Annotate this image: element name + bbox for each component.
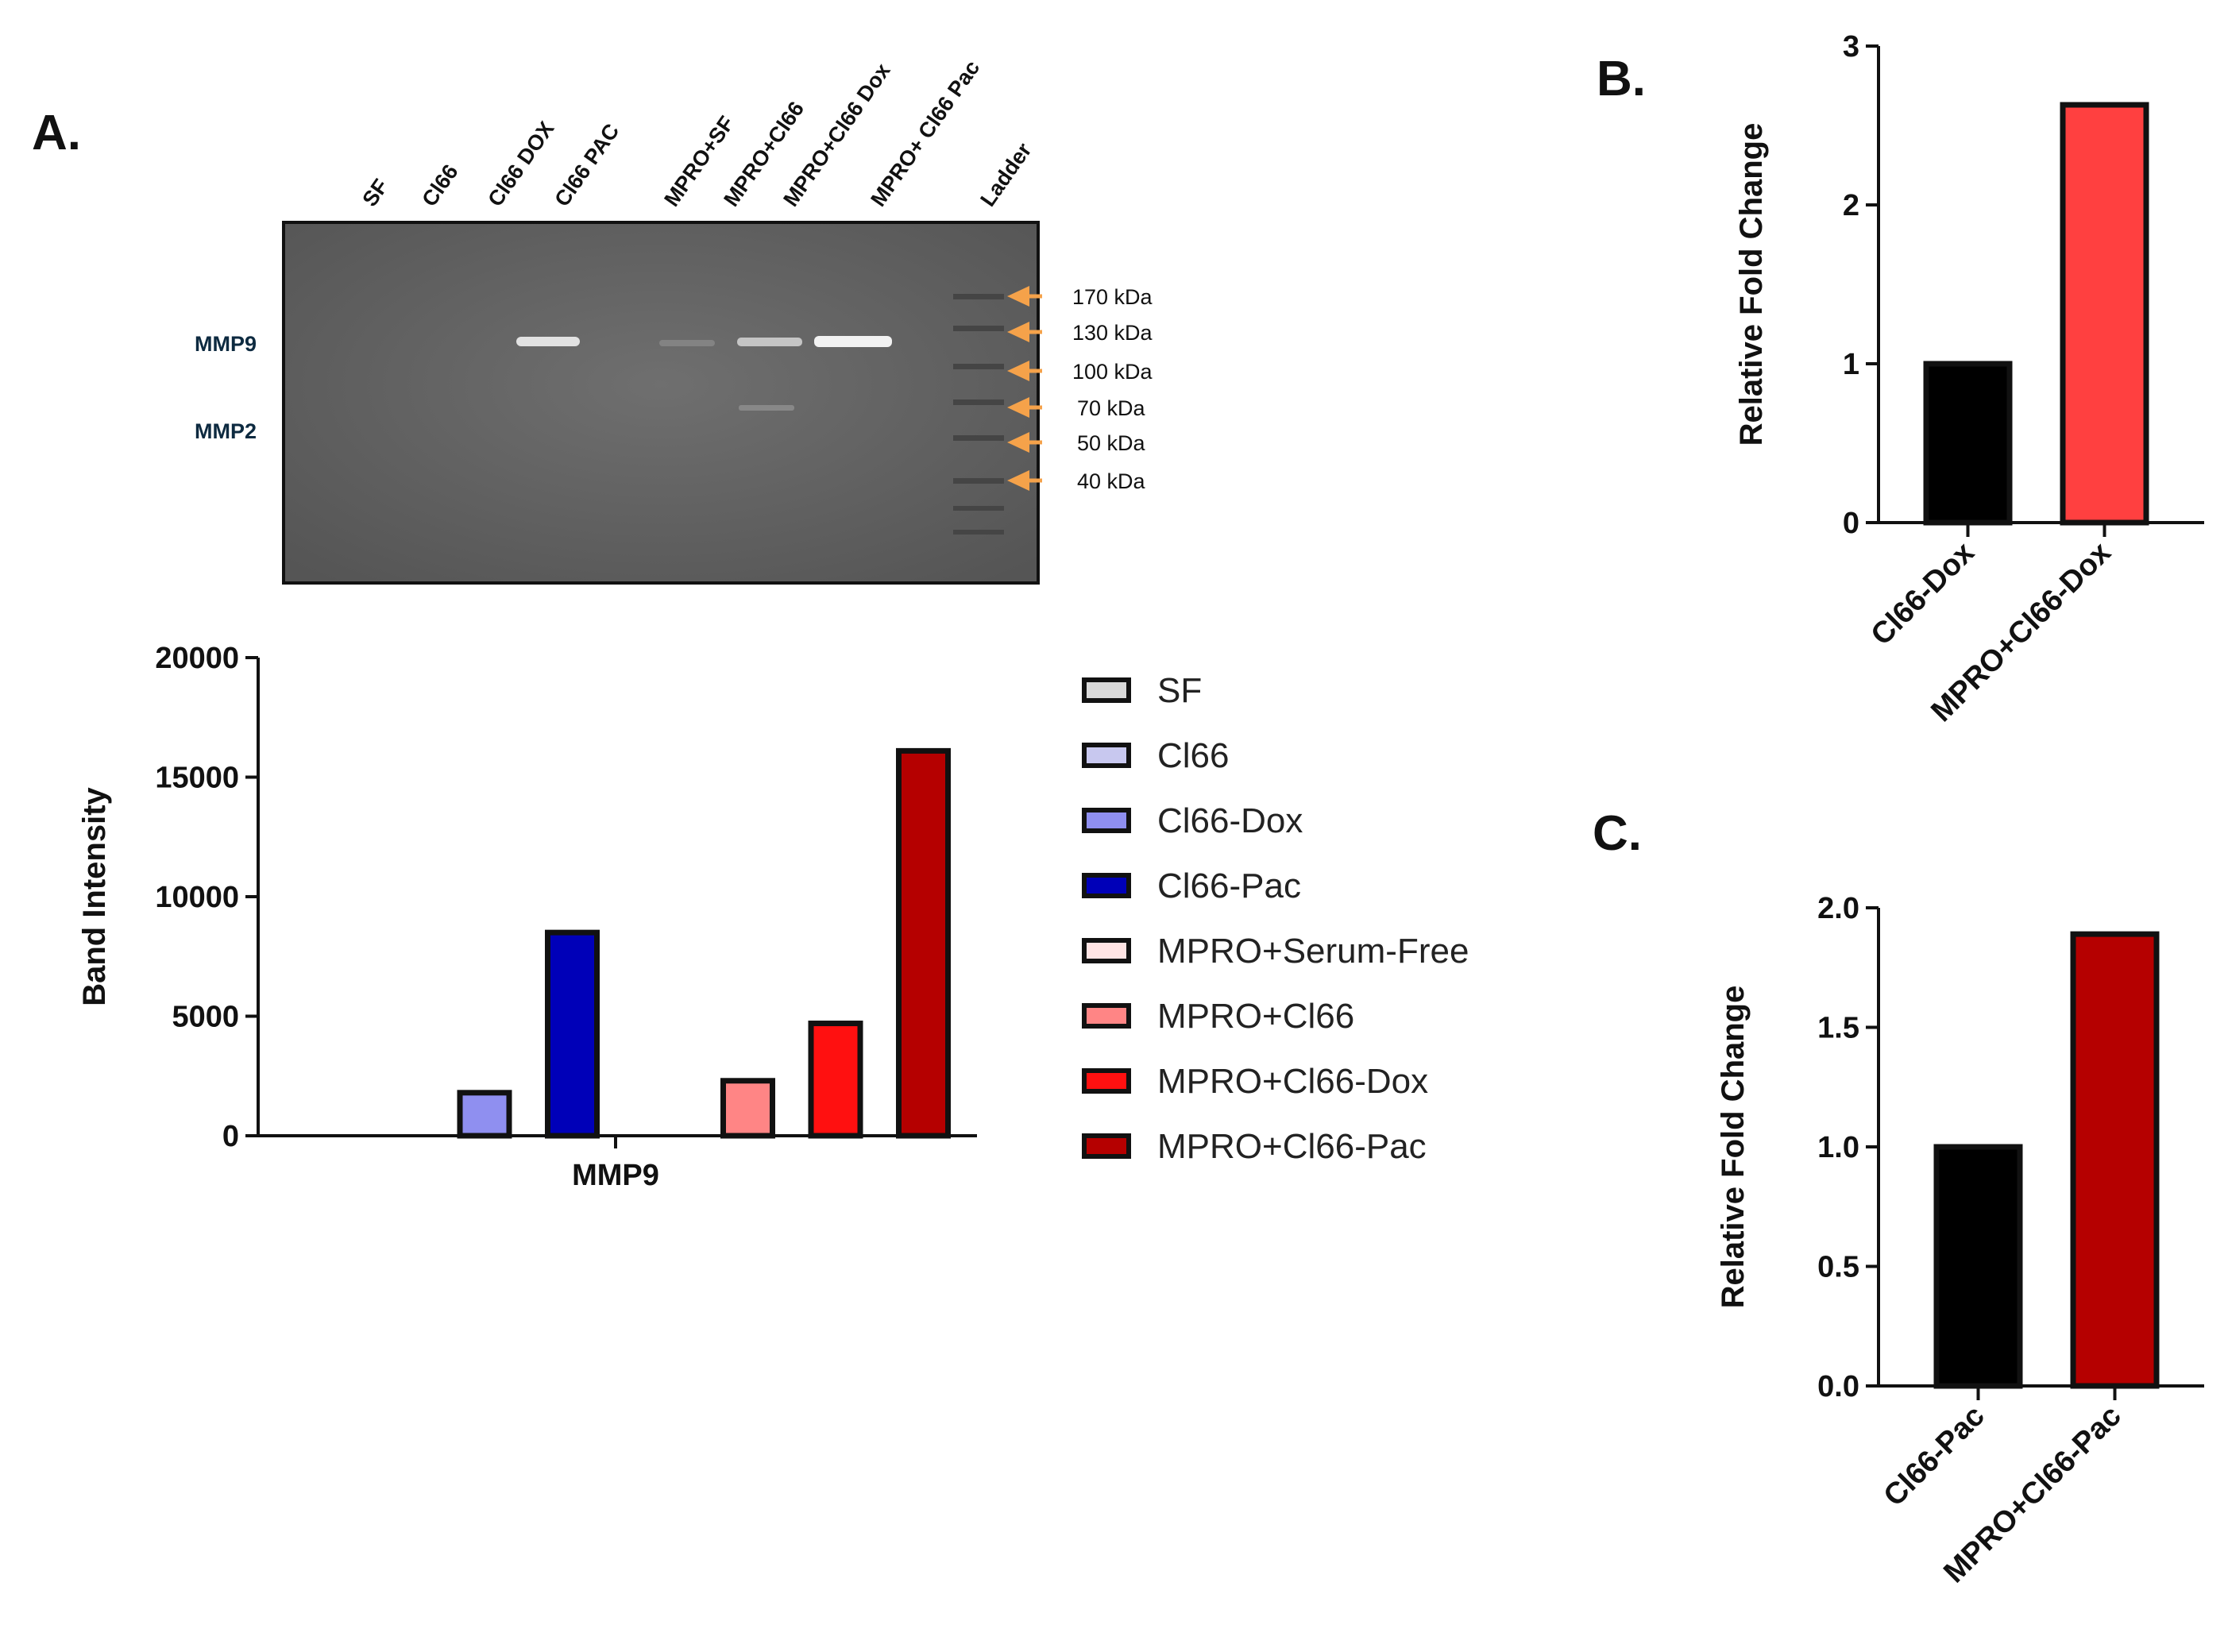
legend-swatch (1082, 677, 1131, 703)
chart-b-y-title: Relative Fold Change (1734, 123, 1769, 446)
legend-swatch (1082, 938, 1131, 963)
chart-c-y-tick-label: 1.5 (1817, 1012, 1859, 1045)
chart-a-bar (457, 1090, 512, 1139)
gel-background (282, 221, 1040, 585)
gel-lane-label: Cl66 DOX (483, 117, 558, 210)
chart-a-bar (545, 929, 600, 1139)
legend-swatch (1082, 873, 1131, 898)
chart-c-y-title: Relative Fold Change (1716, 986, 1751, 1309)
marker-label: 100 kDa (1072, 360, 1153, 384)
marker-label: 50 kDa (1077, 431, 1146, 455)
legend-label: MPRO+Cl66-Dox (1157, 1062, 1428, 1101)
chart-a-y-tick-label: 15000 (155, 762, 239, 795)
chart-a-bar (720, 1078, 775, 1139)
gel-band-mmp9-mpro-cl66-dox (814, 336, 892, 347)
marker-arrow-head (1007, 470, 1029, 491)
band-label-mmp2: MMP2 (195, 419, 257, 443)
gel-band-mmp9-mpro-sf (659, 340, 715, 346)
legend-label: MPRO+Serum-Free (1157, 932, 1469, 971)
chart-b-bar (2060, 102, 2149, 526)
chart-b-y-tick-label: 3 (1843, 30, 1859, 64)
gel-lane-label: Cl66 (417, 160, 462, 211)
marker-arrow-head (1007, 432, 1029, 453)
legend-label: Cl66-Pac (1157, 867, 1301, 905)
chart-b-y-tick-label: 2 (1843, 189, 1859, 222)
gel-band-mmp9-mpro-cl66 (737, 338, 802, 346)
chart-a-y-tick-label: 5000 (172, 1001, 239, 1034)
legend-swatch (1082, 808, 1131, 833)
marker-arrow-head (1007, 361, 1029, 381)
marker-arrow-head (1007, 322, 1029, 342)
chart-b-x-label: Cl66-Dox (1865, 536, 1981, 652)
ladder-markers: 170 kDa 130 kDa 100 kDa 70 kDa 50 kDa 40 kDa (1007, 285, 1153, 493)
legend-label: MPRO+Cl66-Pac (1157, 1127, 1427, 1166)
marker-arrow-head (1007, 397, 1029, 418)
chart-c-y-tick-label: 2.0 (1817, 892, 1859, 925)
legend-label: MPRO+Cl66 (1157, 997, 1354, 1036)
chart-a: 0 5000 10000 15000 20000 MMP9 Band Intensity (77, 642, 977, 1192)
chart-c-bar (1933, 1144, 2023, 1389)
band-label-mmp9: MMP9 (195, 332, 257, 356)
chart-c-y-tick-label: 0.5 (1817, 1251, 1859, 1284)
gel-band-mmp9-cl66-pac (516, 337, 580, 346)
chart-c-y-tick-label: 0.0 (1817, 1370, 1859, 1403)
legend-swatch (1082, 1133, 1131, 1159)
chart-b-bar (1923, 361, 2013, 526)
panel-letter-a: A. (32, 106, 81, 160)
chart-a-bar (808, 1021, 863, 1139)
chart-a-x-label: MMP9 (572, 1159, 659, 1192)
marker-label: 170 kDa (1072, 285, 1153, 309)
chart-a-y-tick-label: 0 (222, 1120, 239, 1153)
legend-label: Cl66-Dox (1157, 801, 1303, 840)
marker-label: 130 kDa (1072, 321, 1153, 345)
panel-letter-b: B. (1597, 52, 1646, 106)
gel-image (282, 221, 1040, 585)
marker-arrow-head (1007, 286, 1029, 307)
panel-letter-c: C. (1593, 806, 1642, 861)
chart-b-y-tick-label: 1 (1843, 348, 1859, 381)
legend-swatch (1082, 1068, 1131, 1094)
chart-c-x-label: Cl66-Pac (1878, 1399, 1991, 1513)
legend-label: SF (1157, 671, 1202, 710)
chart-c-y-tick-label: 1.0 (1817, 1131, 1859, 1164)
gel-lane-label: Ladder (975, 138, 1036, 210)
gel-lane-label: SF (357, 175, 392, 210)
chart-c: 0.00.51.01.52.0Cl66-PacMPRO+Cl66-PacRela… (1716, 892, 2204, 1589)
legend-label: Cl66 (1157, 736, 1230, 775)
gel-lane-label: Cl66 PAC (550, 119, 624, 210)
chart-a-legend: SF Cl66 Cl66-Dox Cl66-Pac MPRO+Serum-Free MPR… (1082, 671, 1469, 1166)
chart-c-bar (2070, 931, 2160, 1389)
legend-swatch (1082, 743, 1131, 768)
chart-a-y-tick-label: 10000 (155, 881, 239, 914)
chart-b-y-tick-label: 0 (1843, 507, 1859, 540)
chart-a-y-title: Band Intensity (77, 786, 112, 1005)
marker-label: 40 kDa (1077, 469, 1146, 493)
marker-label: 70 kDa (1077, 396, 1146, 420)
chart-a-bar (896, 747, 951, 1139)
gel-band-mmp2-mpro-cl66 (739, 405, 794, 411)
chart-a-y-tick-label: 20000 (155, 642, 239, 675)
gel-ladder (953, 294, 1004, 535)
legend-swatch (1082, 1003, 1131, 1029)
